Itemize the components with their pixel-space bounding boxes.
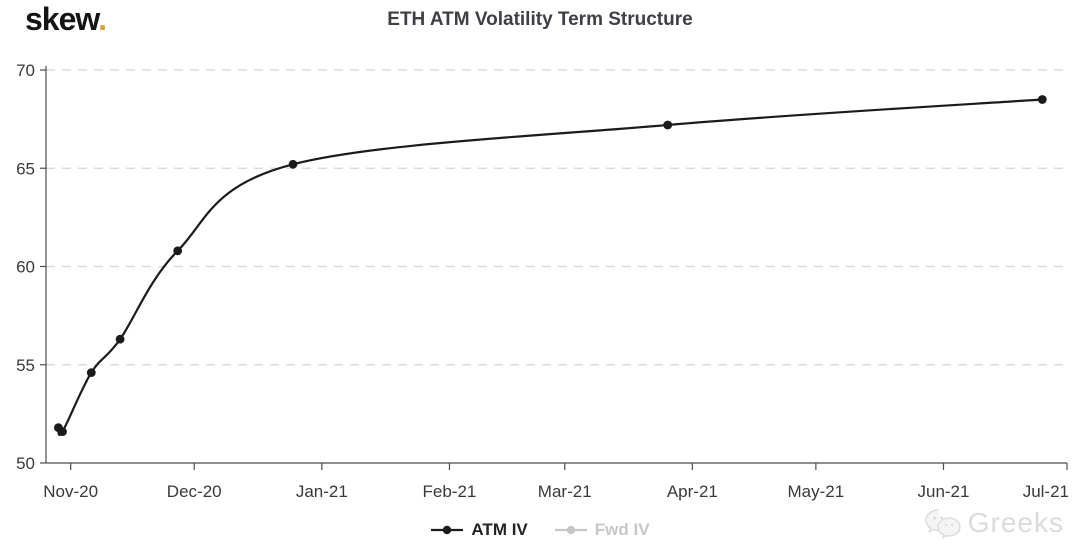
x-tick-label-Jan-21: Jan-21 [296, 482, 348, 501]
atm-iv-point-7[interactable] [1037, 95, 1047, 104]
skew-logo: skew. [25, 1, 107, 38]
legend-item-atm-iv[interactable]: ATM IV [430, 520, 528, 540]
atm-iv-line [57, 98, 1043, 437]
y-tick-label-55: 55 [16, 356, 35, 375]
x-tick-label-May-21: May-21 [788, 482, 845, 501]
atm-iv-point-2[interactable] [86, 368, 96, 377]
legend-marker-atm-iv [431, 525, 464, 535]
x-tick-label-Apr-21: Apr-21 [667, 482, 718, 501]
skew-logo-text: skew [25, 1, 99, 37]
y-tick-label-65: 65 [16, 159, 35, 178]
y-tick-label-70: 70 [16, 61, 35, 80]
x-tick-label-Nov-20: Nov-20 [43, 482, 98, 501]
x-tick-label-Jul-21: Jul-21 [1023, 482, 1069, 501]
atm-iv-point-4[interactable] [173, 246, 183, 256]
legend-marker-fwd-iv [554, 525, 587, 535]
y-tick-label-50: 50 [16, 454, 35, 473]
legend-label-atm-iv: ATM IV [471, 520, 528, 539]
chart-legend: ATM IV Fwd IV [0, 520, 1080, 540]
y-tick-label-60: 60 [16, 258, 35, 277]
atm-iv-point-1[interactable] [58, 427, 67, 436]
x-tick-label-Mar-21: Mar-21 [538, 482, 592, 501]
atm-iv-point-6[interactable] [663, 120, 673, 130]
skew-logo-dot: . [98, 1, 107, 37]
legend-label-fwd-iv: Fwd IV [594, 520, 650, 539]
legend-item-fwd-iv[interactable]: Fwd IV [554, 520, 650, 540]
atm-iv-point-5[interactable] [288, 159, 298, 169]
wechat-icon [925, 509, 961, 539]
greeks-watermark: Greeks [924, 507, 1064, 539]
x-tick-label-Feb-21: Feb-21 [423, 482, 477, 501]
x-tick-label-Jun-21: Jun-21 [917, 482, 969, 501]
x-tick-label-Dec-20: Dec-20 [167, 482, 222, 501]
watermark-text: Greeks [967, 507, 1064, 538]
atm-iv-point-3[interactable] [115, 334, 125, 344]
chart-title: ETH ATM Volatility Term Structure [387, 9, 693, 30]
